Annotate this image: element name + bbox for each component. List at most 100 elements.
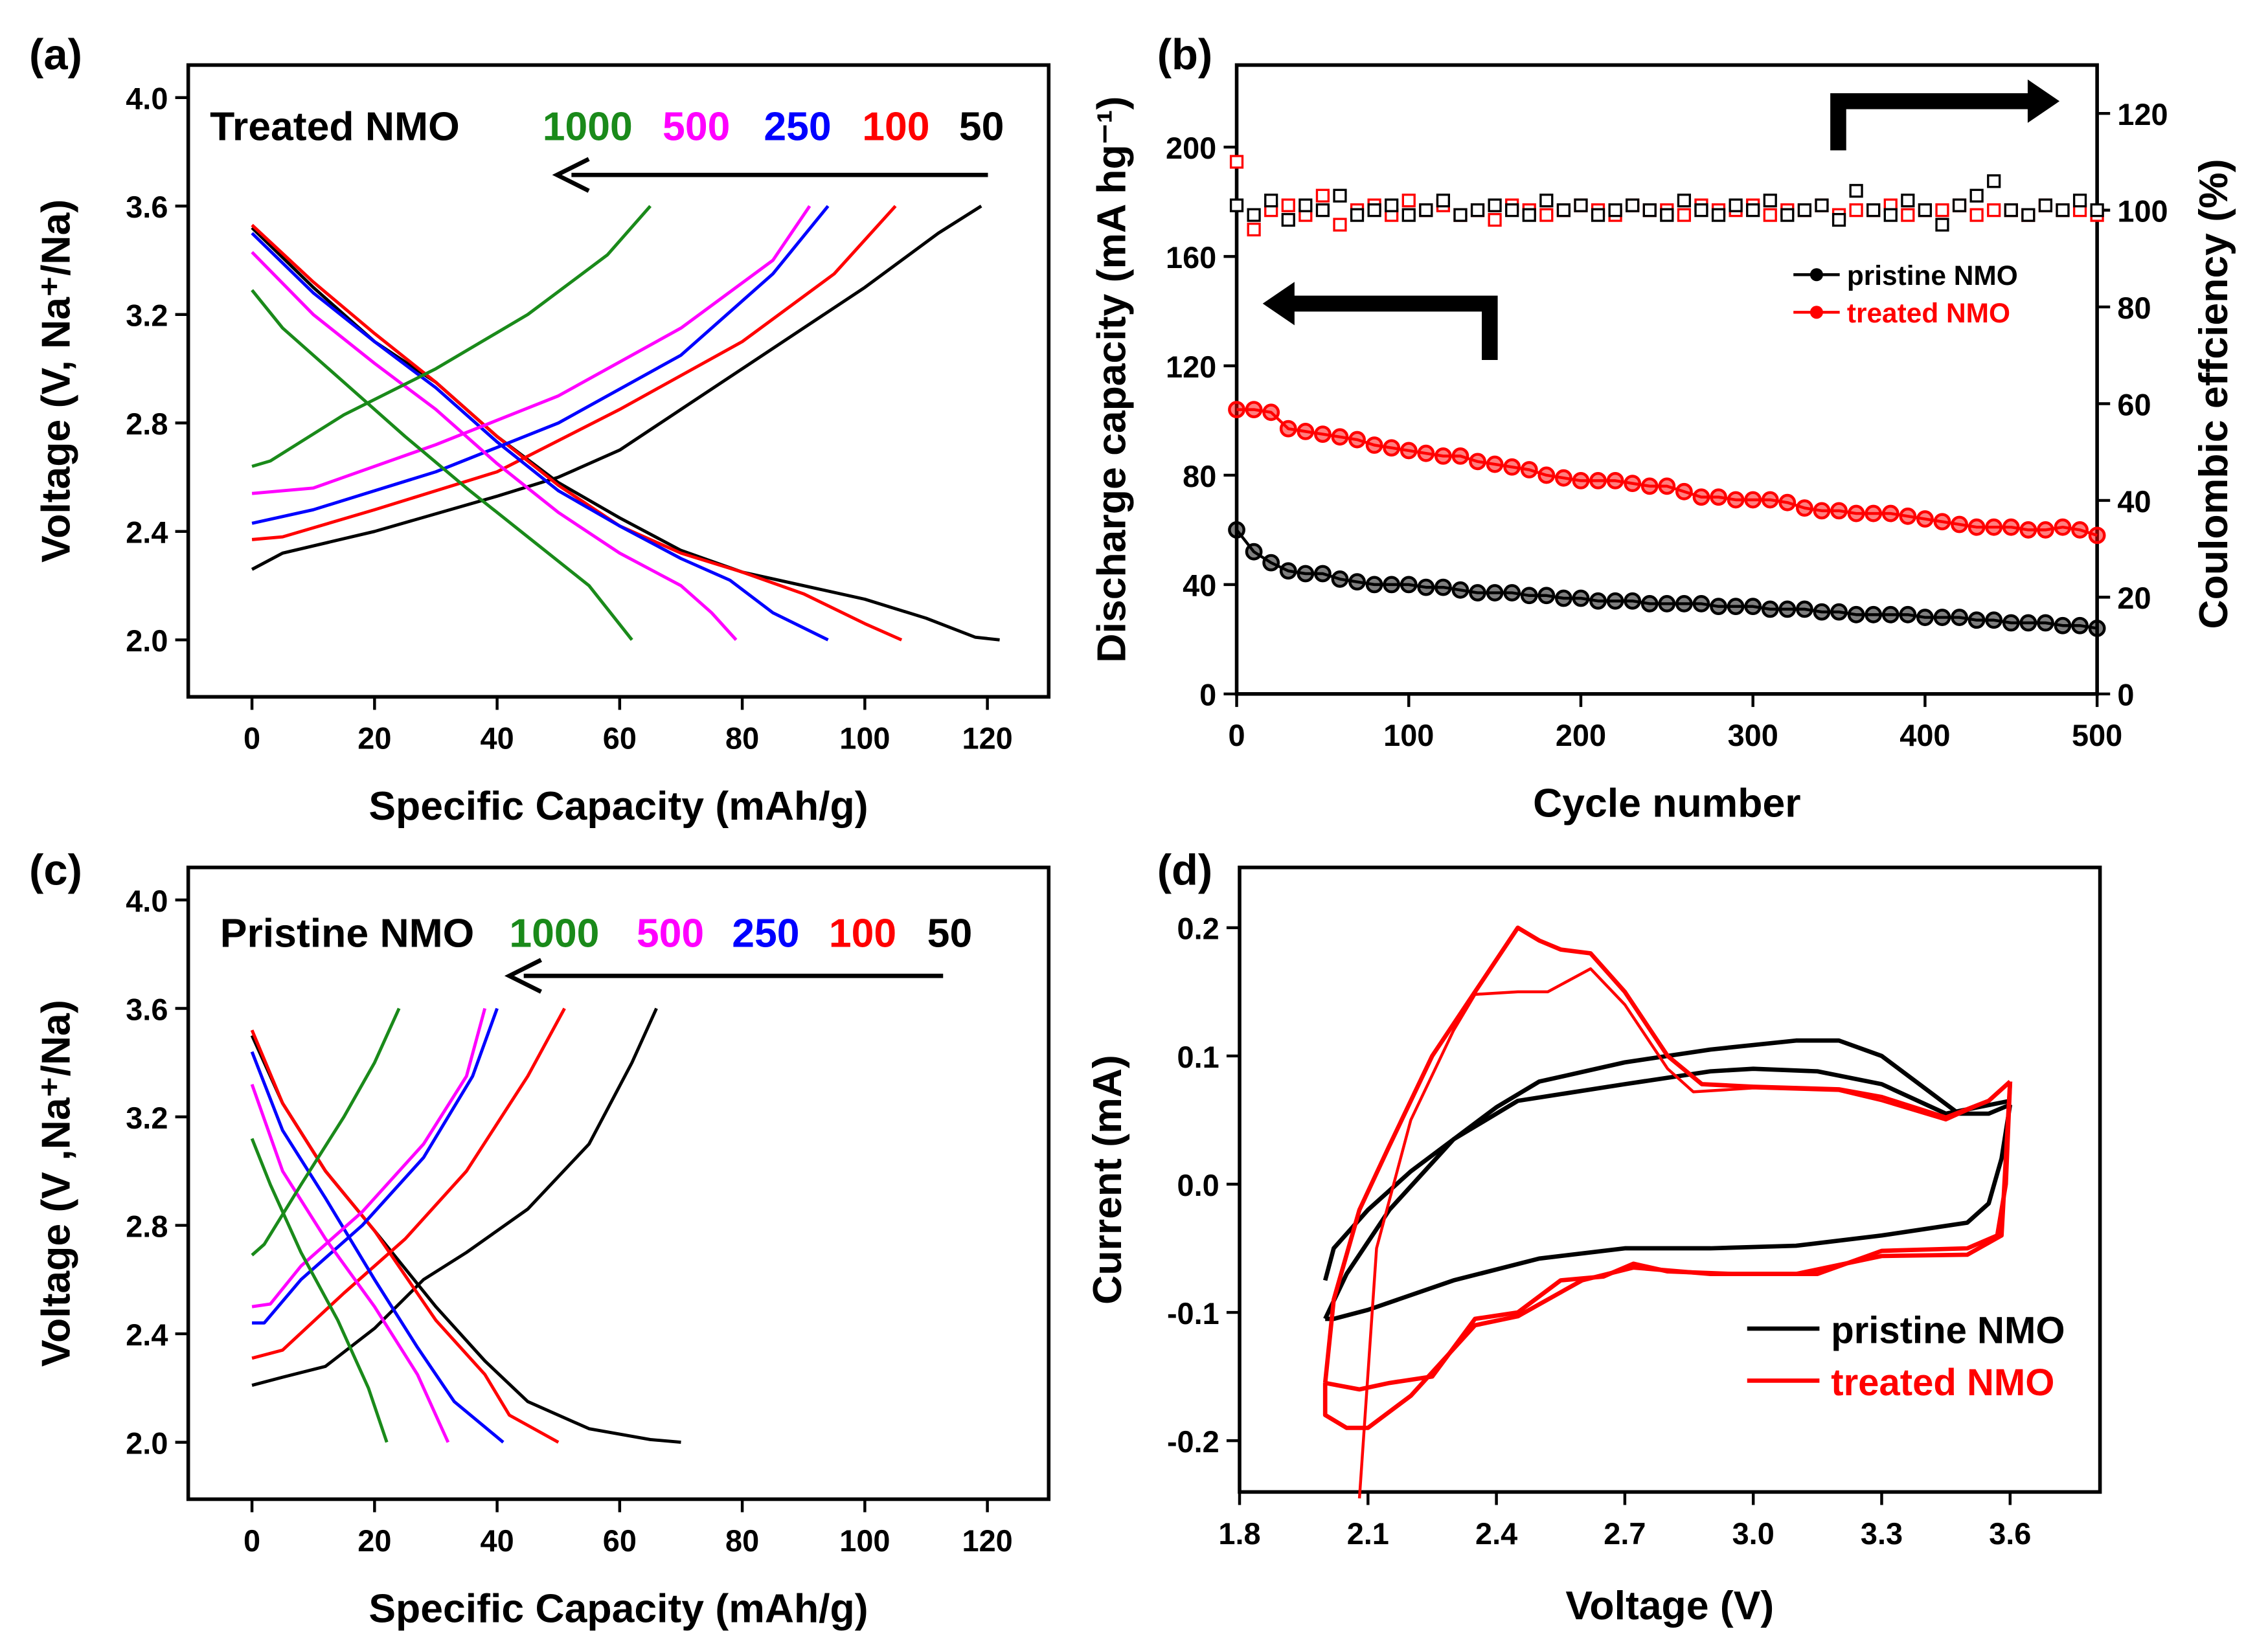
panel-d: (d) 1.8 2.1 2.4 2.7 3.0 3.3 3.6 -0.2 -0.1 0.0 0.1 0.… — [1085, 846, 2102, 1628]
y-tick-label: 2.0 — [126, 1426, 168, 1460]
y2-tick-label: 20 — [2117, 581, 2151, 615]
x-tick-label: 80 — [725, 1524, 759, 1558]
x-axis-label: Cycle number — [1533, 781, 1800, 826]
efficiency-point — [1488, 212, 1502, 227]
capacity-point — [1469, 584, 1486, 601]
efficiency-point — [2090, 203, 2104, 218]
capacity-point — [1400, 442, 1418, 460]
efficiency-point — [1539, 194, 1554, 208]
y-tick-label: 0.0 — [1177, 1169, 1219, 1202]
x-axis-label: Voltage (V) — [1565, 1583, 1774, 1628]
efficiency-point — [1436, 194, 1451, 208]
capacity-line — [1235, 529, 2098, 630]
capacity-point — [1710, 488, 1727, 506]
efficiency-point — [2072, 194, 2087, 208]
capacity-point — [1658, 477, 1676, 495]
x-axis-label: Specific Capacity (mAh/g) — [369, 783, 868, 829]
capacity-point — [1916, 609, 1934, 626]
y-tick-label: 160 — [1166, 241, 1216, 275]
x-tick-label: 20 — [357, 1524, 391, 1558]
efficiency-point — [1401, 208, 1416, 222]
capacity-point — [1331, 570, 1349, 588]
efficiency-point — [1315, 203, 1330, 218]
efficiency-point — [2056, 203, 2070, 218]
capacity-point — [1589, 592, 1607, 610]
capacity-point — [1967, 611, 1986, 629]
efficiency-point — [1505, 203, 1519, 218]
efficiency-point — [1608, 203, 1622, 218]
capacity-point — [1624, 475, 1642, 493]
efficiency-point — [1350, 208, 1365, 222]
capacity-point — [1899, 605, 1917, 623]
efficiency-point — [1780, 208, 1795, 222]
capacity-point — [1865, 605, 1883, 623]
y2-axis-label: Coulombic effciency (%) — [2191, 159, 2236, 629]
efficiency-point — [1264, 194, 1278, 208]
discharge-curve-1000 — [251, 289, 633, 641]
capacity-point — [1297, 565, 1315, 583]
capacity-point — [1279, 562, 1297, 580]
capacity-point — [2002, 518, 2020, 536]
capacity-point — [1813, 502, 1831, 520]
charge-curve-250 — [252, 1007, 499, 1325]
plot-frame — [1238, 865, 2102, 1494]
cv-scan — [1325, 1104, 2013, 1321]
capacity-point — [1933, 609, 1951, 626]
efficiency-point — [1677, 194, 1692, 208]
efficiency-point — [1831, 212, 1846, 227]
y-tick-label: 2.0 — [126, 624, 168, 658]
capacity-point — [1692, 595, 1710, 612]
x-tick-label: 2.1 — [1347, 1517, 1389, 1551]
discharge-curve-500 — [250, 1083, 450, 1443]
efficiency-point — [1901, 194, 1915, 208]
capacity-point — [1933, 513, 1951, 531]
capacity-point — [1692, 488, 1710, 506]
efficiency-point — [1711, 208, 1726, 222]
x-tick-label: 300 — [1728, 719, 1778, 752]
y-tick-label: 2.8 — [126, 407, 168, 441]
capacity-point — [1606, 592, 1624, 610]
x-tick-label: 1.8 — [1218, 1517, 1260, 1551]
efficiency-point — [1315, 188, 1330, 203]
capacity-point — [1796, 499, 1813, 517]
x-tick-label: 20 — [357, 722, 391, 756]
y-axis-label: Discharge capacity (mA hg⁻¹) — [1089, 96, 1135, 663]
y-tick-label: 2.8 — [126, 1209, 168, 1243]
efficiency-point — [1626, 198, 1640, 212]
x-tick-label: 100 — [839, 1524, 890, 1558]
capacity-point — [1830, 603, 1848, 621]
charge-curve-1000 — [251, 1007, 401, 1257]
y-tick-label: 3.2 — [126, 1101, 168, 1135]
capacity-point — [1640, 595, 1659, 612]
x-tick-label: 400 — [1899, 719, 1950, 752]
y-tick-label: 200 — [1166, 131, 1216, 165]
capacity-point — [1727, 491, 1745, 509]
panel-c: (c) 0 20 40 60 80 100 120 2.0 2.4 2.8 3.2 3.6 4.0 Spec… — [29, 846, 1051, 1631]
efficiency-point — [1522, 208, 1536, 222]
arrow-left-shaft — [1291, 295, 1498, 360]
y-axis-label: Current (mA) — [1085, 1055, 1130, 1305]
y-tick-label: -0.2 — [1167, 1425, 1219, 1459]
efficiency-point — [1247, 208, 1261, 222]
discharge-curve-100 — [250, 1029, 560, 1444]
rate-label-1000: 1000 — [543, 104, 633, 150]
y-tick-label: 3.2 — [126, 299, 168, 333]
plot-frame — [186, 63, 1051, 699]
efficiency-point — [1987, 174, 2001, 188]
efficiency-point — [1419, 203, 1433, 218]
efficiency-point — [1470, 203, 1485, 218]
discharge-curve-1000 — [250, 1138, 389, 1443]
capacity-point — [1589, 472, 1607, 489]
charge-curve-100 — [251, 1007, 566, 1360]
capacity-point — [2088, 526, 2106, 545]
rate-label-1000: 1000 — [509, 911, 599, 956]
efficiency-point — [1866, 203, 1881, 218]
capacity-point — [1744, 491, 1762, 509]
arrow-head-icon — [552, 157, 590, 193]
cv-scan — [1357, 967, 2012, 1499]
capacity-point — [1245, 401, 1263, 418]
capacity-point — [1881, 504, 1899, 522]
capacity-point — [1245, 543, 1263, 561]
efficiency-point — [1574, 198, 1588, 212]
